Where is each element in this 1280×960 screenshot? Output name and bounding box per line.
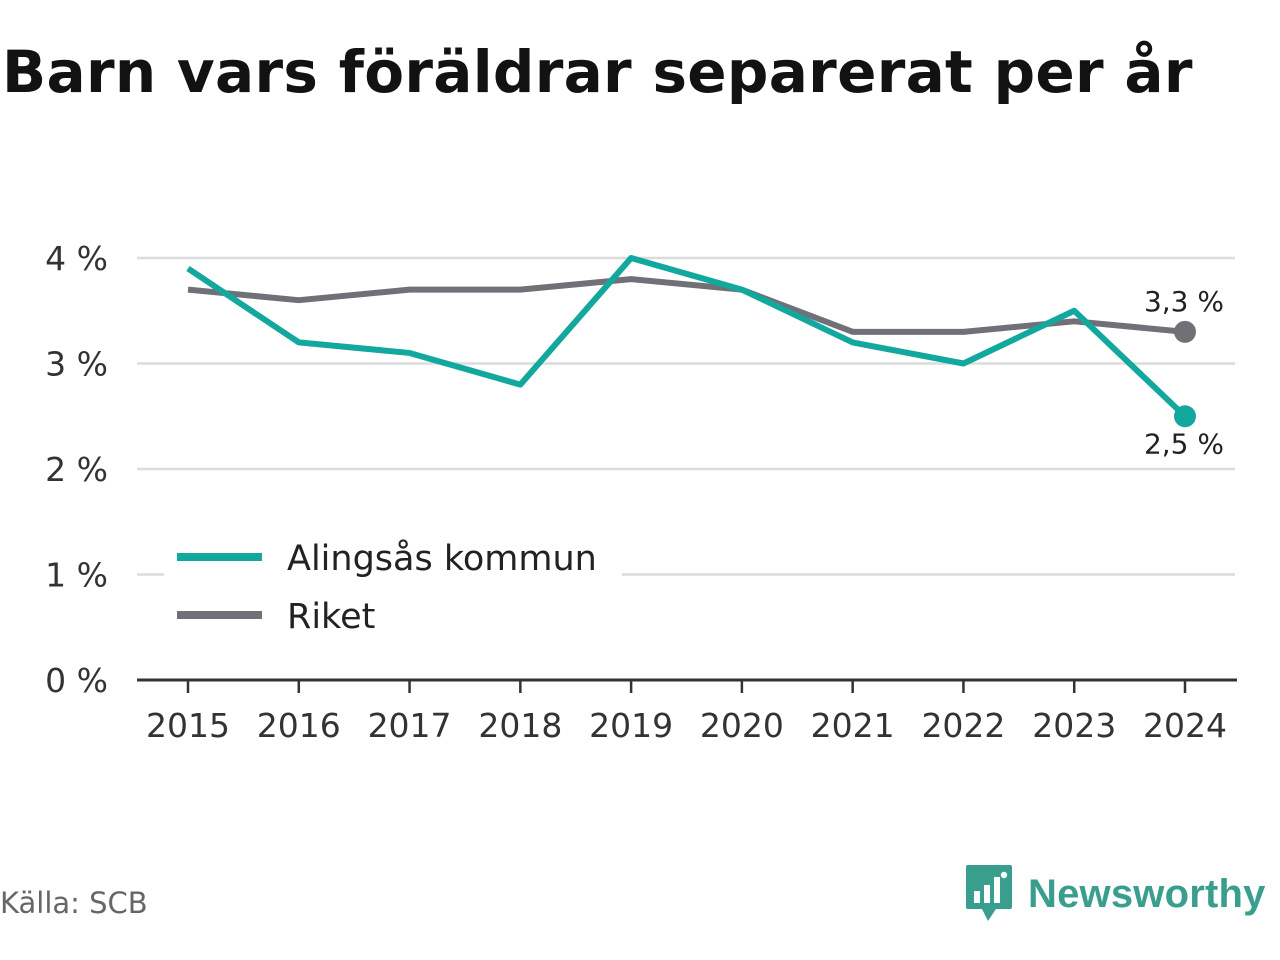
legend-label: Alingsås kommun [287, 538, 597, 579]
grid-lines [137, 256, 1235, 576]
series-lines [186, 255, 1196, 428]
x-tick-label: 2017 [368, 706, 452, 745]
y-tick-label: 1 % [45, 556, 108, 595]
chart-title: Barn vars föräldrar separerat per år [2, 38, 1193, 106]
x-tick-label: 2018 [478, 706, 562, 745]
y-tick-label: 4 % [45, 239, 108, 278]
legend: Alingsås kommun Riket [164, 530, 622, 650]
series-line [186, 255, 1188, 419]
x-tick-label: 2024 [1143, 706, 1227, 745]
end-value-label: 3,3 % [1144, 285, 1224, 318]
x-tick-label: 2016 [257, 706, 341, 745]
series-end-point [1174, 320, 1196, 343]
series-end-point [1174, 405, 1196, 428]
series-line [187, 276, 1186, 335]
brand-logo: Newsworthy [964, 862, 1266, 926]
legend-background [164, 530, 622, 650]
end-value-label: 2,5 % [1144, 427, 1224, 460]
y-tick-label: 3 % [45, 345, 108, 384]
x-tick-label: 2015 [146, 706, 230, 745]
source-note: Källa: SCB [0, 886, 148, 920]
axes: 0 % 1 % 2 % 3 % 4 % 2015 2016 2017 2018 2019 2020 2… [45, 239, 1237, 745]
x-tick-label: 2019 [589, 706, 673, 745]
end-labels: 2,5 % 3,3 % [1144, 285, 1224, 460]
y-tick-label: 0 % [45, 661, 108, 700]
x-tick-label: 2022 [921, 706, 1005, 745]
x-tick-label: 2021 [811, 706, 895, 745]
newsworthy-logo-icon [966, 865, 1012, 921]
x-tick-label: 2023 [1032, 706, 1116, 745]
x-tick-label: 2020 [700, 706, 784, 745]
brand-name: Newsworthy [1028, 871, 1266, 916]
legend-label: Riket [287, 597, 375, 637]
y-tick-label: 2 % [45, 450, 108, 489]
